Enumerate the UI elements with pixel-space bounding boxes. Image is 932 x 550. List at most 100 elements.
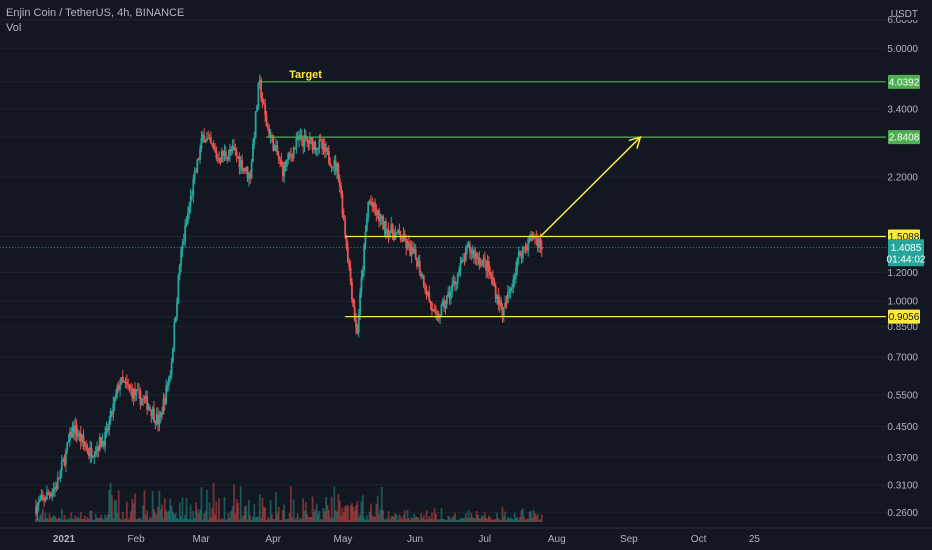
volume-bar — [330, 496, 333, 522]
volume-bar — [158, 490, 161, 522]
volume-bar — [147, 519, 150, 522]
candle-body — [478, 257, 481, 265]
candle-body — [353, 306, 356, 321]
candle-body — [94, 451, 97, 456]
candle-body — [380, 216, 383, 219]
candle-body — [279, 159, 281, 161]
volume-bar — [167, 510, 170, 522]
volume-bar — [329, 518, 332, 522]
volume-bar — [257, 516, 260, 522]
volume-bar — [399, 516, 402, 522]
candle-body — [265, 115, 268, 127]
candle-body — [81, 435, 84, 442]
arrow-shaft — [539, 136, 641, 238]
volume-bar — [528, 511, 531, 522]
volume-bar — [290, 486, 292, 522]
candle-body — [505, 302, 508, 304]
candle-body — [473, 250, 475, 259]
candle-body — [311, 138, 314, 151]
candle-body — [261, 98, 264, 103]
volume-bar — [501, 506, 504, 522]
projection-arrow — [539, 135, 642, 238]
volume-bar — [382, 510, 385, 522]
volume-bar — [212, 482, 215, 522]
candle-body — [486, 261, 489, 271]
volume-bar — [333, 486, 336, 522]
volume-bar — [535, 516, 538, 522]
volume-bar — [234, 513, 237, 522]
candle-body — [212, 145, 215, 149]
volume-bar — [394, 513, 397, 522]
candle-body — [379, 218, 382, 222]
volume-bar — [441, 519, 444, 522]
candle-body — [319, 139, 322, 142]
candle-body — [201, 134, 204, 139]
candle-body — [158, 417, 161, 425]
volume-bar — [55, 518, 58, 522]
time-axis: 2021 Feb Mar Apr May Jun Jul Aug Sep Oct 25 — [0, 527, 932, 545]
volume-bar — [277, 507, 280, 522]
candle-body — [429, 300, 432, 304]
candle-body — [220, 151, 223, 162]
volume-bar — [93, 519, 96, 522]
candle-body — [130, 388, 132, 390]
candle-body — [365, 217, 368, 232]
candle-body — [82, 435, 85, 443]
candle-body — [517, 252, 520, 258]
level-price-tag — [888, 309, 920, 324]
candle-body — [506, 292, 509, 303]
candle-body — [58, 478, 60, 480]
candle-body — [374, 202, 376, 211]
volume-bar — [395, 514, 398, 522]
horizontal-levels: Target — [0, 69, 886, 318]
volume-bar — [83, 515, 86, 522]
volume-bar — [304, 502, 307, 522]
volume-bar — [486, 518, 489, 522]
volume-bar — [489, 517, 492, 522]
candle-body — [275, 145, 277, 147]
candle-body — [421, 275, 424, 277]
candle-body — [431, 303, 433, 311]
candle-body — [154, 421, 157, 424]
volume-bar — [237, 502, 239, 522]
candle-body — [109, 411, 112, 422]
volume-bar — [104, 514, 107, 522]
candle-body — [327, 150, 330, 163]
candles — [35, 74, 543, 520]
candle-body — [479, 264, 482, 266]
volume-bar — [201, 519, 204, 522]
candle-body — [406, 242, 409, 248]
candle-body — [498, 300, 501, 305]
volume-bar — [467, 510, 470, 522]
candle-body — [149, 407, 151, 410]
candle-body — [180, 250, 182, 266]
candle-body — [161, 413, 164, 415]
volume-bar — [384, 519, 387, 522]
price-axis: 4.0392 2.8408 1.5088 0.9056 6.0000 5.0000 3.40… — [887, 6, 930, 519]
volume-bar — [70, 512, 73, 522]
candle-body — [372, 202, 375, 207]
candle-body — [500, 300, 502, 307]
candle-body — [323, 143, 326, 152]
candle-body — [36, 504, 39, 514]
volume-bar — [493, 519, 496, 522]
candle-body — [211, 143, 214, 146]
volume-bar — [184, 514, 187, 522]
volume-bar — [37, 518, 40, 522]
candle-body — [172, 348, 174, 363]
volume-bar — [89, 510, 92, 522]
volume-bar — [494, 519, 497, 522]
candle-body — [409, 243, 412, 256]
candle-body — [428, 291, 431, 301]
currency-label-bg — [900, 6, 930, 20]
candle-body — [321, 141, 324, 149]
candle-body — [538, 238, 540, 248]
candle-body — [55, 486, 58, 490]
candle-body — [322, 143, 325, 149]
volume-bar — [511, 518, 513, 522]
volume-bar — [63, 514, 66, 522]
volume-bar — [117, 490, 120, 522]
candle-body — [47, 492, 50, 494]
volume-bar — [246, 519, 249, 522]
